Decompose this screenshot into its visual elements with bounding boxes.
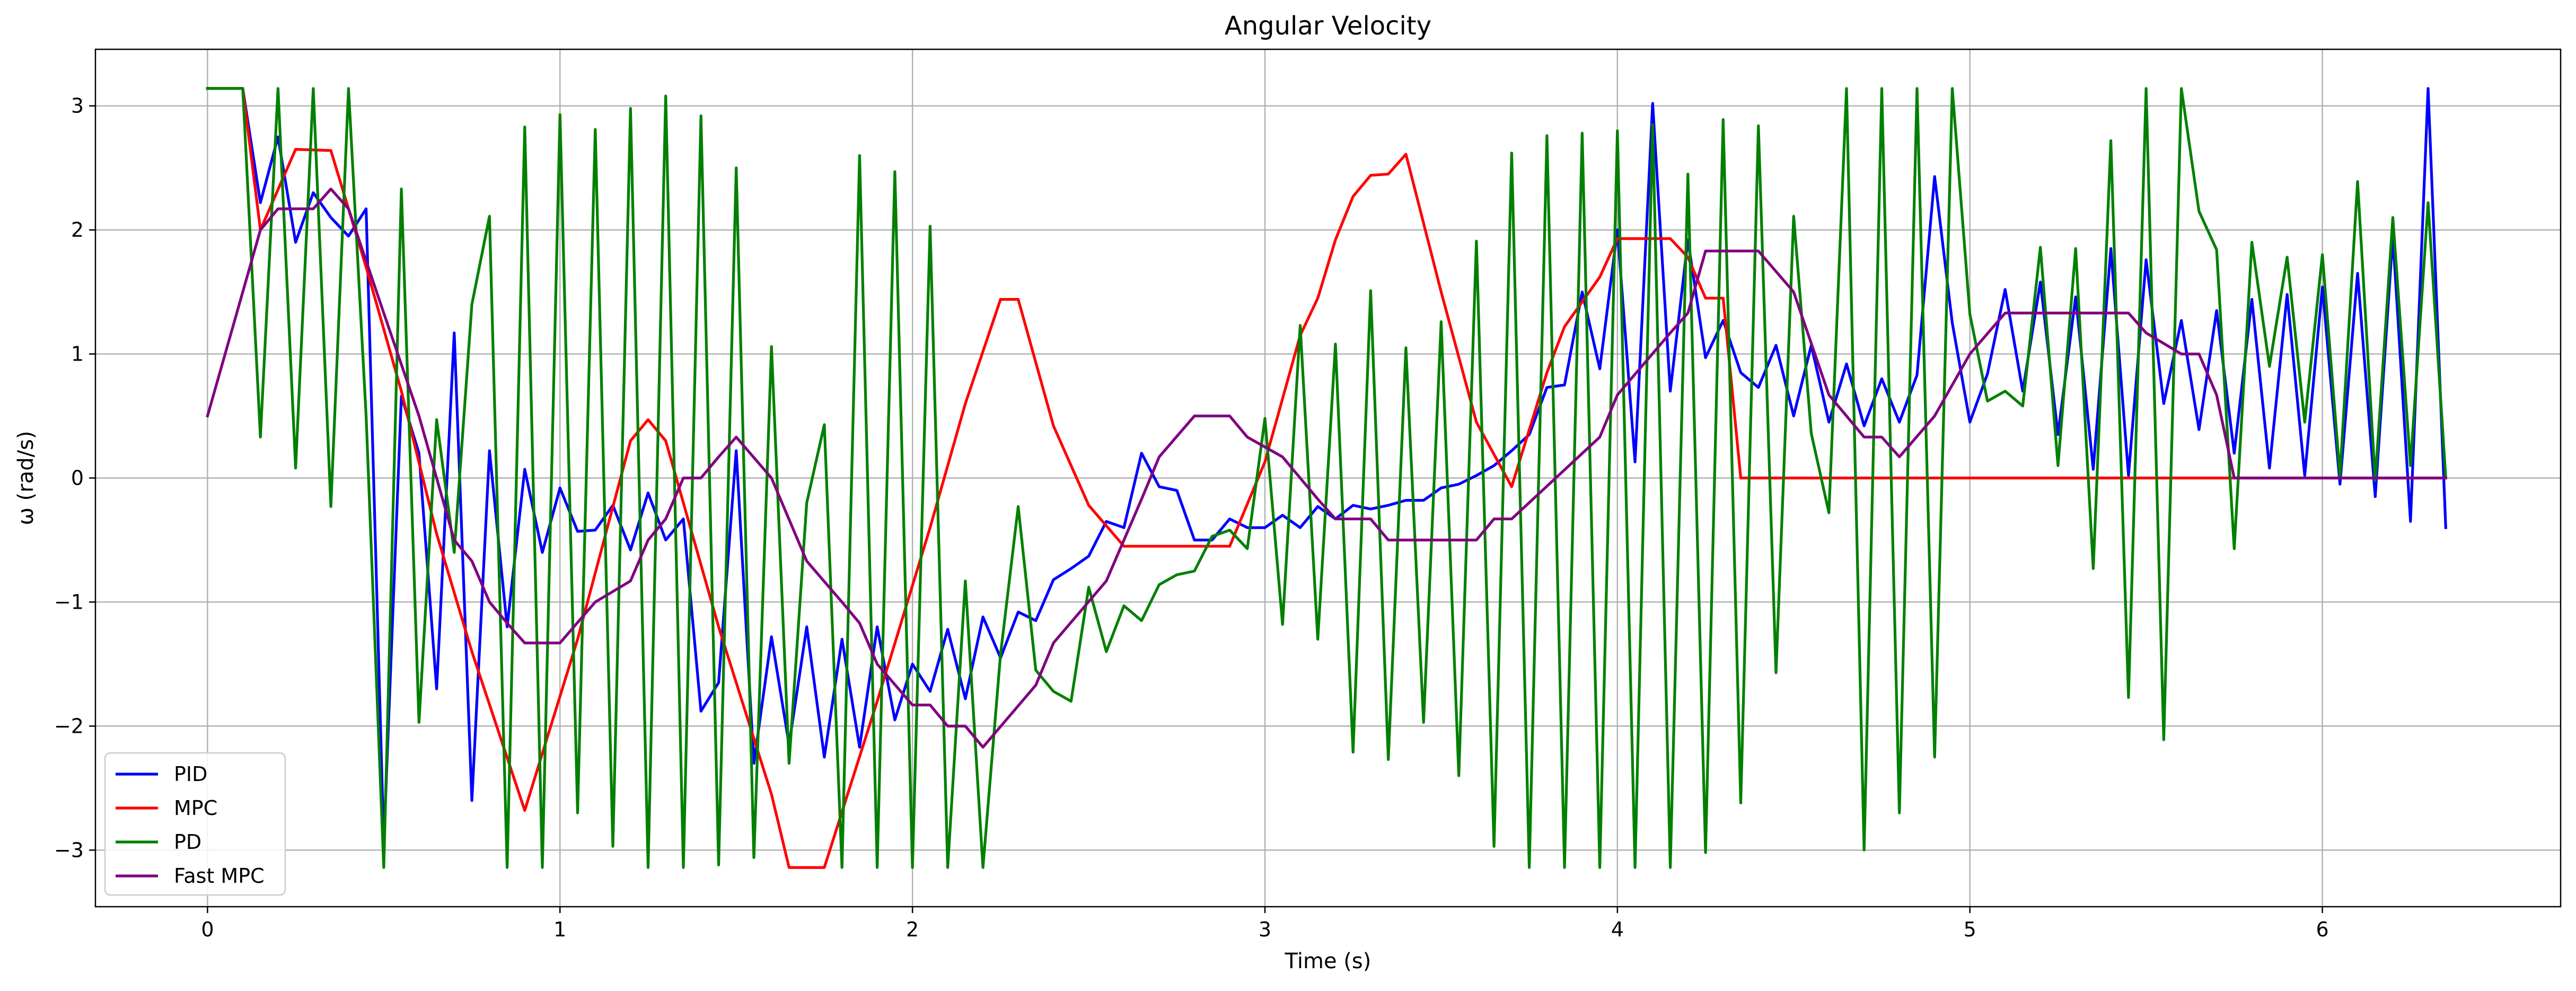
x-axis-label: Time (s) (1285, 949, 1371, 974)
x-tick-label: 1 (553, 918, 566, 941)
x-tick-label: 0 (201, 918, 214, 941)
series-line-fast-mpc (206, 187, 2447, 749)
y-axis-label: ω (rad/s) (14, 431, 38, 525)
legend-label: PID (174, 762, 207, 786)
x-tick-label: 4 (1611, 918, 1624, 941)
y-tick-label: 1 (71, 343, 84, 366)
x-tick-label: 3 (1259, 918, 1271, 941)
legend-label: Fast MPC (174, 864, 265, 888)
x-tick-label: 5 (1964, 918, 1976, 941)
x-tick-label: 6 (2316, 918, 2328, 941)
y-tick-label: −3 (54, 838, 84, 862)
y-tick-label: 2 (71, 218, 84, 242)
legend-label: PD (174, 830, 201, 854)
legend-box (104, 752, 286, 896)
y-tick-label: 0 (71, 467, 84, 490)
series-line-pd (206, 87, 2448, 869)
x-tick-label: 2 (906, 918, 919, 941)
chart-title: Angular Velocity (1225, 11, 1431, 41)
plot-lines (206, 87, 2448, 869)
axis-ticks: 0 1 2 3 4 5 6 −3 −2 −1 0 1 2 3 (54, 94, 2329, 941)
legend: PID MPC PD Fast MPC (104, 752, 286, 896)
y-tick-label: 3 (71, 94, 84, 118)
y-tick-label: −2 (54, 714, 84, 738)
y-tick-label: −1 (54, 590, 84, 613)
legend-label: MPC (174, 796, 217, 820)
